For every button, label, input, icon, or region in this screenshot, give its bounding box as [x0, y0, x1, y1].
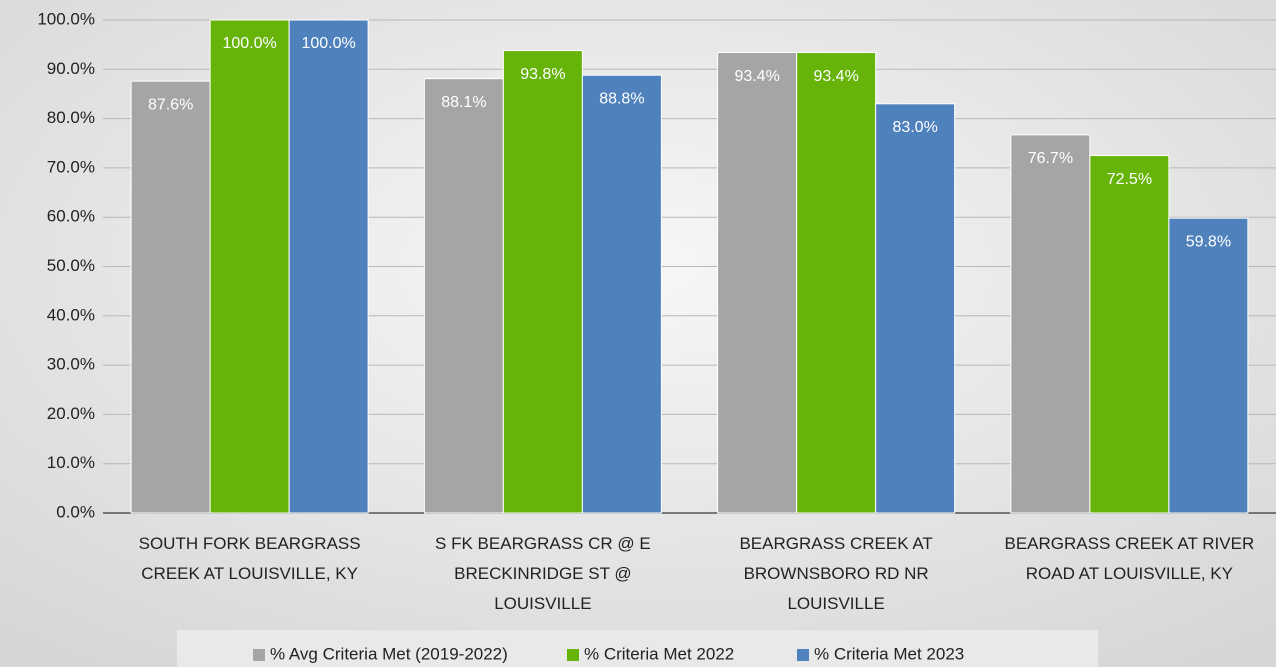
y-tick-label: 40.0% — [47, 305, 95, 324]
x-tick-label: BEARGRASS CREEK AT BROWNSBORO RD NR LOUISV… — [739, 534, 932, 613]
y-tick-label: 90.0% — [47, 59, 95, 78]
legend-swatch — [253, 649, 265, 661]
bar — [1010, 134, 1091, 514]
bar — [288, 19, 369, 514]
bar — [875, 103, 956, 514]
legend-label: % Criteria Met 2023 — [814, 644, 964, 663]
value-label: 88.1% — [441, 94, 486, 111]
y-tick-label: 0.0% — [56, 502, 95, 521]
value-label: 93.8% — [520, 66, 565, 83]
value-label: 59.8% — [1186, 233, 1231, 250]
bar — [130, 80, 211, 514]
bar — [502, 50, 583, 514]
value-label: 93.4% — [813, 68, 858, 85]
y-tick-label: 50.0% — [47, 256, 95, 275]
legend-swatch — [567, 649, 579, 661]
x-tick-label: SOUTH FORK BEARGRASS CREEK AT LOUISVILLE,… — [139, 534, 361, 583]
bar — [581, 74, 662, 514]
y-tick-label: 10.0% — [47, 453, 95, 472]
x-tick-label: S FK BEARGRASS CR @ E BRECKINRIDGE ST @ LO… — [435, 534, 651, 613]
value-label: 100.0% — [222, 35, 276, 52]
value-label: 72.5% — [1107, 171, 1152, 188]
y-tick-label: 30.0% — [47, 355, 95, 374]
y-tick-label: 70.0% — [47, 157, 95, 176]
y-tick-label: 20.0% — [47, 404, 95, 423]
x-tick-label: BEARGRASS CREEK AT RIVER ROAD AT LOUISVIL… — [1005, 534, 1255, 583]
bar — [796, 52, 877, 514]
bar — [1168, 217, 1249, 514]
value-label: 76.7% — [1028, 150, 1073, 167]
legend-label: % Avg Criteria Met (2019-2022) — [270, 644, 508, 663]
legend-swatch — [797, 649, 809, 661]
legend-label: % Criteria Met 2022 — [584, 644, 734, 663]
bar — [717, 52, 798, 514]
y-tick-label: 100.0% — [37, 9, 95, 28]
y-tick-label: 80.0% — [47, 108, 95, 127]
bar — [209, 19, 290, 514]
value-label: 87.6% — [148, 96, 193, 113]
legend-box — [177, 630, 1098, 667]
bar — [1089, 155, 1170, 514]
value-label: 88.8% — [599, 90, 644, 107]
value-label: 93.4% — [734, 68, 779, 85]
bar — [423, 78, 504, 514]
value-label: 83.0% — [892, 119, 937, 136]
value-label: 100.0% — [301, 35, 355, 52]
y-tick-label: 60.0% — [47, 207, 95, 226]
